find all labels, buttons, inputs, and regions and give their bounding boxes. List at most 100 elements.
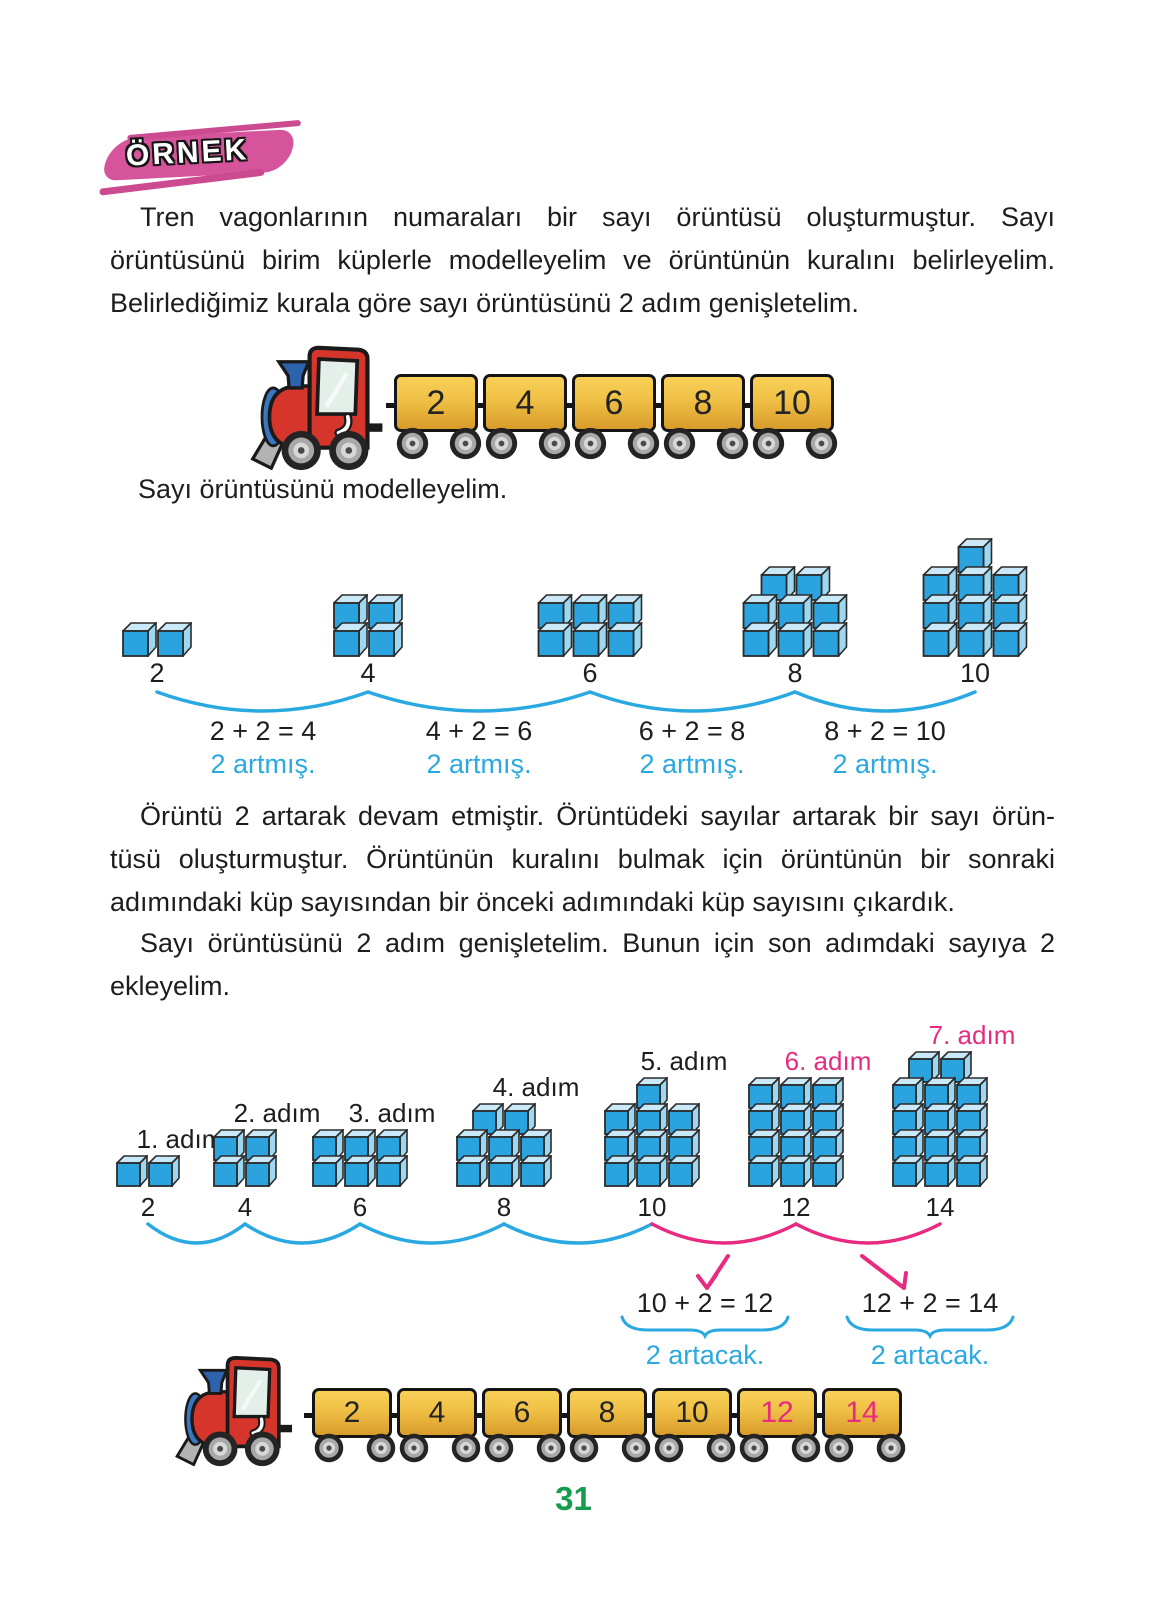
- wagon-number: 14: [845, 1396, 879, 1429]
- step-label: 5. adım: [640, 1046, 728, 1076]
- wagon: 6: [482, 1388, 565, 1463]
- locomotive-icon: [175, 1356, 293, 1467]
- unit-cube-icon: [748, 1155, 780, 1187]
- increase-note: 2 artmış.: [832, 749, 938, 779]
- model-number: 10: [637, 1192, 667, 1222]
- wagon-wheel-icon: [366, 1433, 395, 1463]
- wagon-wheel-icon: [791, 1433, 820, 1463]
- unit-cube-icon: [636, 1155, 668, 1187]
- unit-cube-icon: [376, 1155, 408, 1187]
- increase-arc: [588, 690, 797, 713]
- unit-cube-icon: [376, 1129, 408, 1161]
- underbrace-icon: [845, 1315, 1015, 1340]
- paragraph-line: adımındaki küp sayısından bir önceki adı…: [110, 887, 955, 917]
- unit-cube-icon: [992, 622, 1028, 657]
- model-number: 2: [140, 1192, 156, 1222]
- unit-cube-icon: [472, 1103, 504, 1135]
- model-number: 12: [781, 1192, 811, 1222]
- cube-row: [312, 1129, 408, 1161]
- increase-arc: [650, 1222, 798, 1245]
- wagon: 8: [661, 374, 749, 460]
- unit-cube-icon: [504, 1103, 536, 1135]
- model-number: 10: [959, 658, 991, 688]
- paragraph-line: Belirlediğimiz kurala göre sayı örüntüsü…: [110, 288, 859, 318]
- unit-cube-icon: [607, 622, 643, 657]
- cube-group: [333, 594, 403, 657]
- model-number: 4: [360, 658, 376, 688]
- unit-cube-icon: [760, 566, 795, 601]
- model-caption: Sayı örüntüsünü modelleyelim.: [138, 474, 508, 504]
- page-number: 31: [555, 1480, 592, 1517]
- wagon-wheel-icon: [740, 1433, 769, 1463]
- wagon-wheel-icon: [396, 427, 428, 460]
- wagon-number: 8: [693, 384, 713, 422]
- equation: 12 + 2 = 14: [861, 1288, 999, 1318]
- wagon-wheel-icon: [621, 1433, 650, 1463]
- unit-cube-icon: [957, 622, 993, 657]
- unit-cube-icon: [636, 1129, 668, 1161]
- wagon-number: 4: [515, 384, 535, 422]
- wagon: 10: [652, 1388, 735, 1463]
- unit-cube-icon: [312, 1129, 344, 1161]
- model-number: 4: [237, 1192, 253, 1222]
- wagon-wheel-icon: [876, 1433, 905, 1463]
- wagon-wheel-icon: [706, 1433, 735, 1463]
- unit-cube-icon: [604, 1155, 636, 1187]
- wagon: 4: [397, 1388, 480, 1463]
- wagon-wheel-icon: [315, 1433, 344, 1463]
- unit-cube-icon: [333, 622, 368, 657]
- cube-row: [122, 622, 192, 657]
- unit-cube-icon: [344, 1155, 376, 1187]
- intro-paragraph: Tren vagonlarının numaraları bir sayı ör…: [110, 196, 1055, 325]
- increase-arcs-model1: [155, 690, 977, 713]
- coupler: [474, 1413, 485, 1418]
- paragraph-line: ekleyelim.: [110, 971, 231, 1001]
- unit-cube-icon: [488, 1129, 520, 1161]
- paragraph-line: Tren vagonlarının numaraları bir sayı ör…: [140, 202, 1055, 232]
- coupler: [729, 1413, 740, 1418]
- step-label: 6. adım: [784, 1046, 872, 1076]
- unit-cube-icon: [213, 1155, 245, 1187]
- paragraph-line: Örüntü 2 artarak devam etmiştir. Örüntüd…: [140, 801, 1055, 831]
- wagon-wheel-icon: [655, 1433, 684, 1463]
- wagon-number: 2: [426, 384, 446, 422]
- unit-cube-icon: [780, 1077, 812, 1109]
- coupler: [653, 403, 664, 408]
- cube-row: [892, 1077, 988, 1109]
- unit-cube-icon: [312, 1155, 344, 1187]
- cube-row: [456, 1155, 552, 1187]
- wagon-number: 10: [773, 384, 811, 422]
- unit-cube-icon: [668, 1103, 700, 1135]
- cube-row: [472, 1103, 536, 1135]
- unit-cube-icon: [908, 1051, 940, 1083]
- cube-group: [604, 1077, 700, 1187]
- coupler: [742, 403, 753, 408]
- coupler: [475, 403, 486, 408]
- cube-group: [537, 594, 643, 657]
- model-number: 6: [582, 658, 598, 688]
- wagon-wheel-icon: [574, 427, 606, 460]
- cube-group: [892, 1051, 988, 1187]
- wagon-wheel-icon: [717, 427, 749, 460]
- unit-cube-icon: [892, 1077, 924, 1109]
- unit-cube-icon: [572, 594, 608, 629]
- equation: 6 + 2 = 8: [638, 716, 746, 746]
- wagon-number: 2: [343, 1396, 361, 1429]
- paragraph-line: örüntüsünü birim küplerle modelleyelim v…: [110, 245, 1055, 275]
- cube-row: [333, 622, 403, 657]
- step-label: 4. adım: [492, 1072, 580, 1102]
- wagon: 2: [394, 374, 482, 460]
- unit-cube-icon: [924, 1155, 956, 1187]
- cube-row: [892, 1129, 988, 1161]
- increase-arc: [146, 1222, 247, 1245]
- model-number: 8: [787, 658, 803, 688]
- unit-cube-icon: [456, 1129, 488, 1161]
- chimney: [197, 1368, 229, 1395]
- wagon-wheel-icon: [570, 1433, 599, 1463]
- cube-row: [333, 594, 403, 629]
- step-label: 2. adım: [233, 1098, 321, 1128]
- wagon-wheel-icon: [451, 1433, 480, 1463]
- wagon: 2: [312, 1388, 395, 1463]
- unit-cube-icon: [780, 1103, 812, 1135]
